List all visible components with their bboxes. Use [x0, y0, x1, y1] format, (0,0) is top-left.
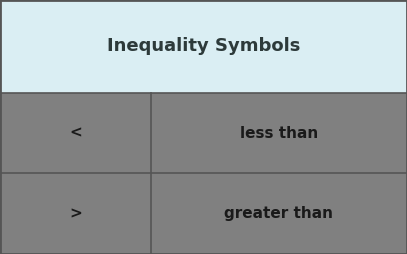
Bar [0, 0, 407, 93]
Text: Inequality Symbols: Inequality Symbols [107, 37, 300, 55]
Text: >: > [69, 206, 82, 221]
Bar [0, 93, 151, 173]
Bar [151, 93, 407, 173]
Bar [0, 173, 151, 254]
Text: less than: less than [240, 125, 318, 140]
Text: <: < [69, 125, 82, 140]
Text: greater than: greater than [224, 206, 333, 221]
Bar [151, 173, 407, 254]
